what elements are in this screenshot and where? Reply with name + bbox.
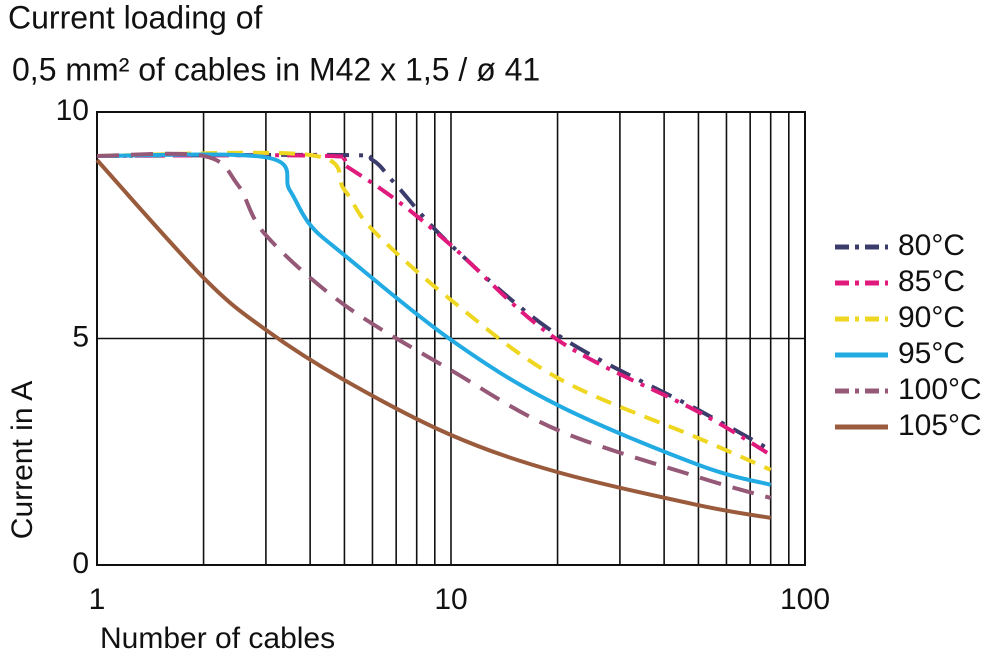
series-line [96, 152, 772, 487]
series-line [96, 152, 772, 452]
title-line-1: Current loading of [8, 0, 262, 35]
y-tick-label: 10 [56, 94, 89, 127]
x-axis-label: Number of cables [100, 622, 335, 655]
series-line [95, 158, 772, 520]
x-tick-label: 10 [434, 583, 467, 616]
y-tick-label: 5 [72, 320, 89, 353]
series-line [96, 150, 772, 472]
legend-label: 95°C [898, 337, 965, 370]
y-tick-label: 0 [72, 547, 89, 580]
legend-label: 90°C [898, 301, 965, 334]
series-line [96, 153, 772, 457]
legend-label: 105°C [898, 409, 982, 442]
legend-label: 80°C [898, 229, 965, 262]
title-line-2: 0,5 mm² of cables in M42 x 1,5 / ø 41 [12, 51, 540, 87]
x-tick-label: 1 [89, 583, 106, 616]
series-line [96, 151, 772, 500]
legend-label: 100°C [898, 373, 982, 406]
legend-label: 85°C [898, 265, 965, 298]
y-axis-label: Current in A [6, 381, 39, 539]
x-tick-label: 100 [780, 583, 830, 616]
